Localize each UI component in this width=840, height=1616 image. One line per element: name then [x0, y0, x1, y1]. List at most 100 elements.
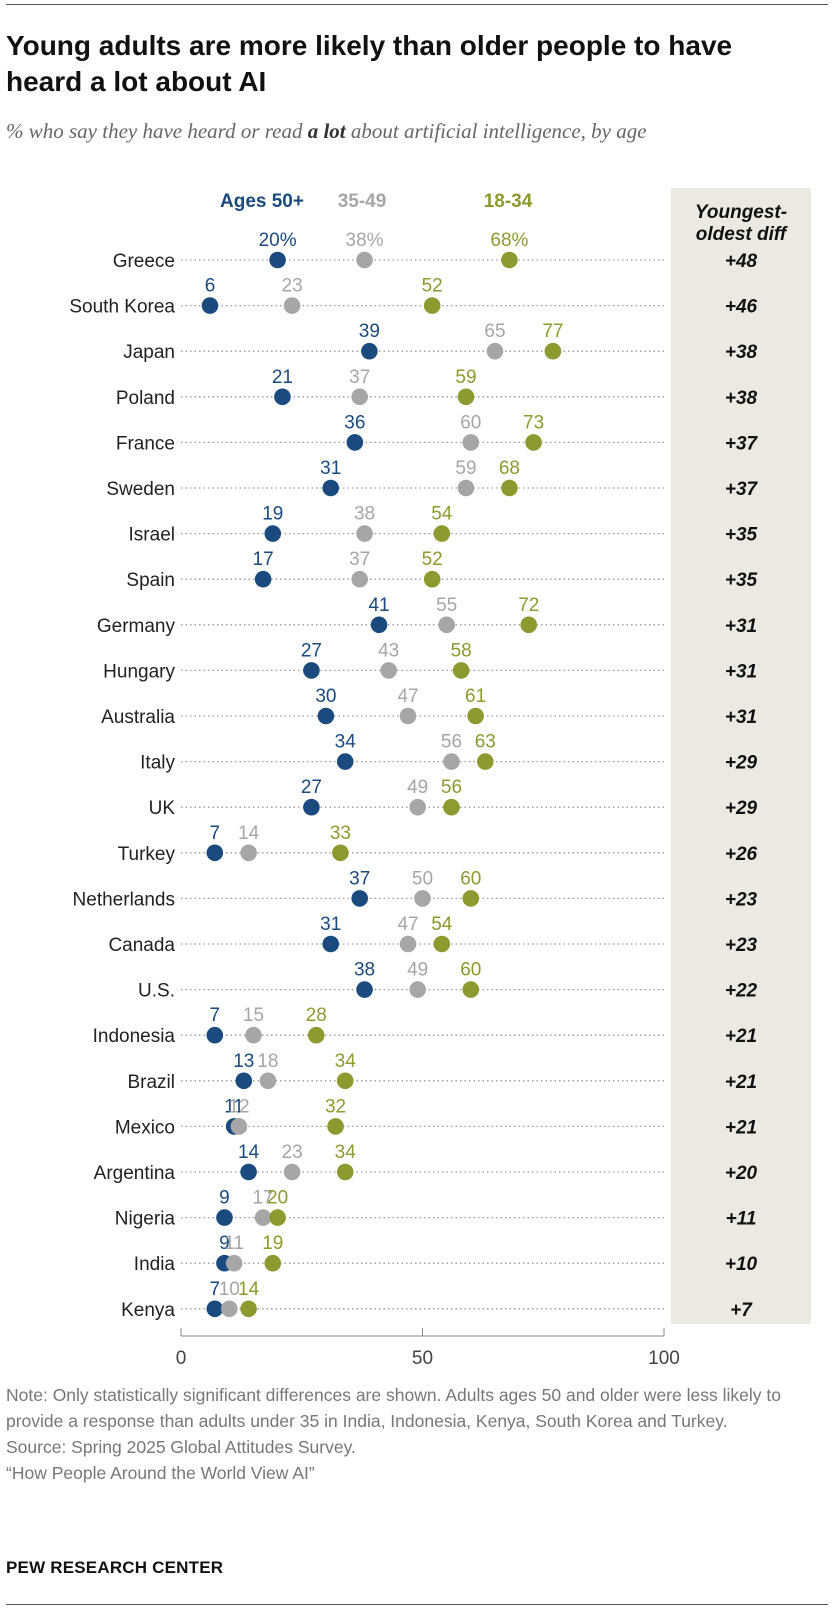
dot-ages_18_34 [525, 434, 542, 451]
report-text: “How People Around the World View AI” [6, 1463, 315, 1483]
dot-ages_50_plus [317, 707, 335, 725]
chart-title: Young adults are more likely than older … [6, 30, 733, 97]
diff-value: +7 [730, 1300, 753, 1321]
country-label: Indonesia [93, 1026, 176, 1047]
value-label-ages_50_plus: 21 [272, 367, 293, 388]
dot-ages_35_49 [399, 935, 417, 953]
dot-ages_18_34 [327, 1118, 344, 1135]
dot-ages_35_49 [443, 753, 460, 770]
dot-ages_50_plus [322, 479, 340, 497]
diff-value: +37 [725, 479, 759, 500]
value-label-ages_18_34: 54 [431, 504, 453, 525]
dot-ages_35_49 [230, 1118, 248, 1135]
dot-ages_35_49 [283, 1163, 301, 1181]
value-label-ages_50_plus: 27 [301, 640, 322, 661]
dot-ages_50_plus [201, 297, 219, 314]
value-label-ages_50_plus: 7 [210, 823, 221, 844]
country-label: Argentina [94, 1163, 176, 1184]
value-label-ages_35_49: 55 [436, 595, 457, 616]
value-label-ages_35_49: 56 [441, 732, 462, 753]
value-label-ages_18_34: 56 [441, 777, 462, 798]
dot-ages_35_49 [245, 1026, 262, 1044]
legend-ages_18_34: 18-34 [484, 191, 533, 212]
value-label-ages_35_49: 59 [455, 458, 476, 479]
value-label-ages_18_34: 58 [451, 640, 472, 661]
value-label-ages_50_plus: 20% [259, 230, 297, 251]
dot-ages_18_34 [476, 753, 494, 770]
value-label-ages_35_49: 49 [407, 960, 428, 981]
value-label-ages_50_plus: 30 [315, 686, 336, 707]
dot-ages_50_plus [303, 662, 320, 679]
country-label: Netherlands [73, 889, 175, 910]
value-label-ages_18_34: 77 [542, 321, 563, 342]
value-label-ages_18_34: 52 [422, 549, 443, 570]
dot-ages_18_34 [423, 570, 441, 588]
value-label-ages_18_34: 63 [475, 732, 496, 753]
value-label-ages_50_plus: 27 [301, 777, 322, 798]
value-label-ages_18_34: 14 [238, 1279, 260, 1300]
dot-ages_35_49 [240, 844, 257, 862]
diff-header: Youngest-oldest diff [694, 202, 788, 245]
dot-ages_18_34 [457, 388, 475, 406]
value-label-ages_35_49: 47 [397, 914, 418, 935]
diff-value: +20 [725, 1163, 758, 1184]
value-label-ages_35_49: 37 [349, 549, 370, 570]
dot-ages_50_plus [346, 434, 364, 451]
country-label: Brazil [127, 1072, 175, 1093]
diff-value: +38 [725, 342, 758, 363]
value-label-ages_50_plus: 13 [233, 1051, 254, 1072]
value-label-ages_50_plus: 37 [349, 868, 370, 889]
dot-ages_18_34 [336, 1163, 354, 1181]
value-label-ages_35_49: 14 [238, 823, 260, 844]
dot-ages_50_plus [274, 388, 291, 406]
dot-ages_50_plus [216, 1209, 233, 1226]
value-label-ages_18_34: 68% [490, 230, 528, 251]
dot-ages_50_plus [206, 1026, 224, 1044]
dot-ages_50_plus [322, 935, 340, 953]
dot-ages_18_34 [433, 935, 451, 953]
value-label-ages_50_plus: 38 [354, 960, 375, 981]
dot-ages_18_34 [544, 342, 562, 360]
value-label-ages_18_34: 34 [335, 1142, 357, 1163]
value-label-ages_50_plus: 17 [253, 549, 274, 570]
dot-ages_35_49 [356, 251, 373, 269]
dot-ages_35_49 [356, 525, 373, 542]
dot-plot: Ages 50+ 35-49 18-34 Greece 20% 38% 68% +48 Sout… [69, 191, 759, 1369]
dot-ages_18_34 [462, 981, 480, 998]
value-label-ages_50_plus: 36 [344, 412, 365, 433]
diff-value: +29 [725, 753, 758, 774]
value-label-ages_35_49: 65 [484, 321, 505, 342]
notes: Note: Only statistically significant dif… [6, 1382, 806, 1486]
dot-ages_35_49 [457, 479, 475, 497]
dot-ages_35_49 [225, 1254, 243, 1272]
country-label: Turkey [118, 844, 176, 865]
diff-value: +38 [725, 388, 758, 409]
dot-ages_35_49 [259, 1072, 277, 1090]
dot-ages_18_34 [307, 1026, 325, 1044]
diff-value: +21 [725, 1117, 757, 1138]
diff-value: +35 [725, 570, 758, 591]
dot-ages_18_34 [336, 1072, 354, 1090]
value-label-ages_50_plus: 14 [238, 1142, 260, 1163]
dot-ages_35_49 [414, 890, 431, 907]
note-text: Note: Only statistically significant dif… [6, 1385, 781, 1431]
value-label-ages_50_plus: 41 [368, 595, 389, 616]
value-label-ages_50_plus: 7 [210, 1005, 221, 1026]
dot-ages_35_49 [409, 981, 426, 998]
value-label-ages_35_49: 49 [407, 777, 428, 798]
dot-ages_50_plus [206, 1300, 224, 1318]
value-label-ages_18_34: 73 [523, 412, 544, 433]
diff-value: +35 [725, 525, 758, 546]
value-label-ages_50_plus: 39 [359, 321, 380, 342]
country-label: Mexico [115, 1117, 175, 1138]
value-label-ages_35_49: 15 [243, 1005, 264, 1026]
value-label-ages_35_49: 18 [257, 1051, 278, 1072]
dot-ages_35_49 [380, 662, 397, 679]
dot-ages_35_49 [254, 1209, 272, 1226]
diff-value: +48 [725, 251, 758, 272]
dot-ages_35_49 [438, 616, 455, 634]
diff-value: +11 [726, 1209, 757, 1230]
country-label: Australia [101, 707, 175, 728]
country-label: UK [149, 798, 176, 819]
dot-ages_50_plus [264, 525, 282, 542]
